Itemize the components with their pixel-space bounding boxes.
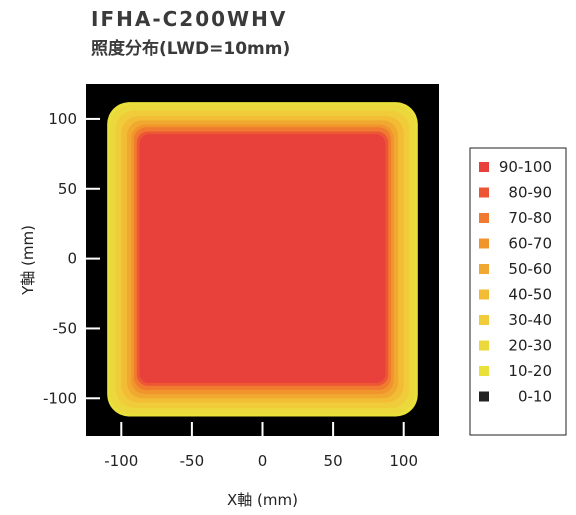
legend-label: 90-100 <box>499 158 552 176</box>
legend-label: 40-50 <box>508 286 552 304</box>
chart-title: IFHA-C200WHV <box>91 7 288 31</box>
legend-swatch <box>479 187 489 198</box>
legend-swatch <box>479 366 489 376</box>
x-tick-label: -50 <box>180 452 205 470</box>
legend-swatch <box>479 289 489 300</box>
legend-swatch <box>479 340 489 351</box>
x-tick-label: -100 <box>104 452 138 470</box>
x-tick-label: 0 <box>258 452 268 470</box>
y-tick-label: 0 <box>67 250 77 268</box>
legend-label: 0-10 <box>518 388 552 406</box>
x-tick-label: 50 <box>324 452 343 470</box>
legend-label: 70-80 <box>508 209 552 227</box>
legend-swatch <box>479 238 489 249</box>
y-tick-label: 100 <box>48 110 77 128</box>
legend-swatch <box>479 391 489 402</box>
legend-label: 60-70 <box>508 235 552 253</box>
y-tick-label: -50 <box>53 319 78 337</box>
x-tick-label: 100 <box>389 452 418 470</box>
title-block: IFHA-C200WHV 照度分布(LWD=10mm) <box>91 6 290 62</box>
legend-swatch <box>479 264 489 274</box>
legend-label: 80-90 <box>508 184 552 202</box>
y-axis-label: Y軸 (mm) <box>19 225 37 296</box>
chart-subtitle: 照度分布(LWD=10mm) <box>91 39 291 59</box>
legend-swatch <box>479 162 489 172</box>
contour-band-90-100 <box>139 134 386 383</box>
legend-label: 50-60 <box>508 260 552 278</box>
legend-label: 30-40 <box>508 311 552 329</box>
legend-label: 10-20 <box>508 362 552 380</box>
x-axis-label: X軸 (mm) <box>227 491 298 509</box>
y-tick-label: 50 <box>58 180 77 198</box>
legend-swatch <box>479 213 489 223</box>
y-tick-label: -100 <box>43 389 77 407</box>
legend-label: 20-30 <box>508 337 552 355</box>
legend-swatch <box>479 315 489 325</box>
